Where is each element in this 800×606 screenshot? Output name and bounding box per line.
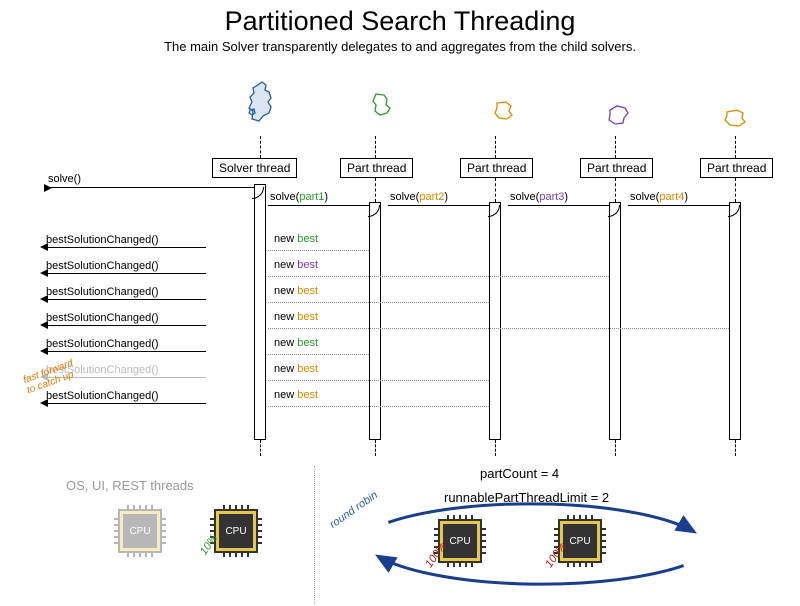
event-row: bestSolutionChanged()new best (46, 260, 800, 282)
region-map-icon (248, 80, 278, 128)
event-row: bestSolutionChanged()new best (46, 390, 800, 412)
part-thread-box: Part thread (340, 158, 413, 178)
call-solve-part: solve(part1) (268, 192, 370, 206)
os-threads-label: OS, UI, REST threads (66, 478, 194, 493)
region-map-icon (608, 104, 634, 128)
event-row: bestSolutionChanged()new best (46, 234, 800, 256)
event-row: bestSolutionChanged()new best (46, 338, 800, 360)
round-robin-ellipse (356, 496, 716, 592)
cpu-icon: CPU (216, 511, 256, 551)
event-row: bestSolutionChanged()new best (46, 286, 800, 308)
call-solve: solve() (46, 174, 254, 188)
region-map-icon (494, 100, 520, 124)
diagram-stage: Solver threadPart threadsolve(part1)Part… (0, 6, 800, 606)
region-map-icon (724, 108, 750, 132)
part-thread-box: Part thread (700, 158, 773, 178)
event-row: bestSolutionChanged()new best (46, 312, 800, 334)
call-solve-part: solve(part4) (628, 192, 730, 206)
cpu-icon: CPU (120, 511, 160, 551)
call-solve-part: solve(part3) (508, 192, 610, 206)
part-count-label: partCount = 4 (480, 466, 559, 481)
region-map-icon (372, 92, 398, 116)
part-thread-box: Part thread (460, 158, 533, 178)
event-row: bestSolutionChanged()new best (46, 364, 800, 386)
part-thread-box: Part thread (580, 158, 653, 178)
call-solve-part: solve(part2) (388, 192, 490, 206)
